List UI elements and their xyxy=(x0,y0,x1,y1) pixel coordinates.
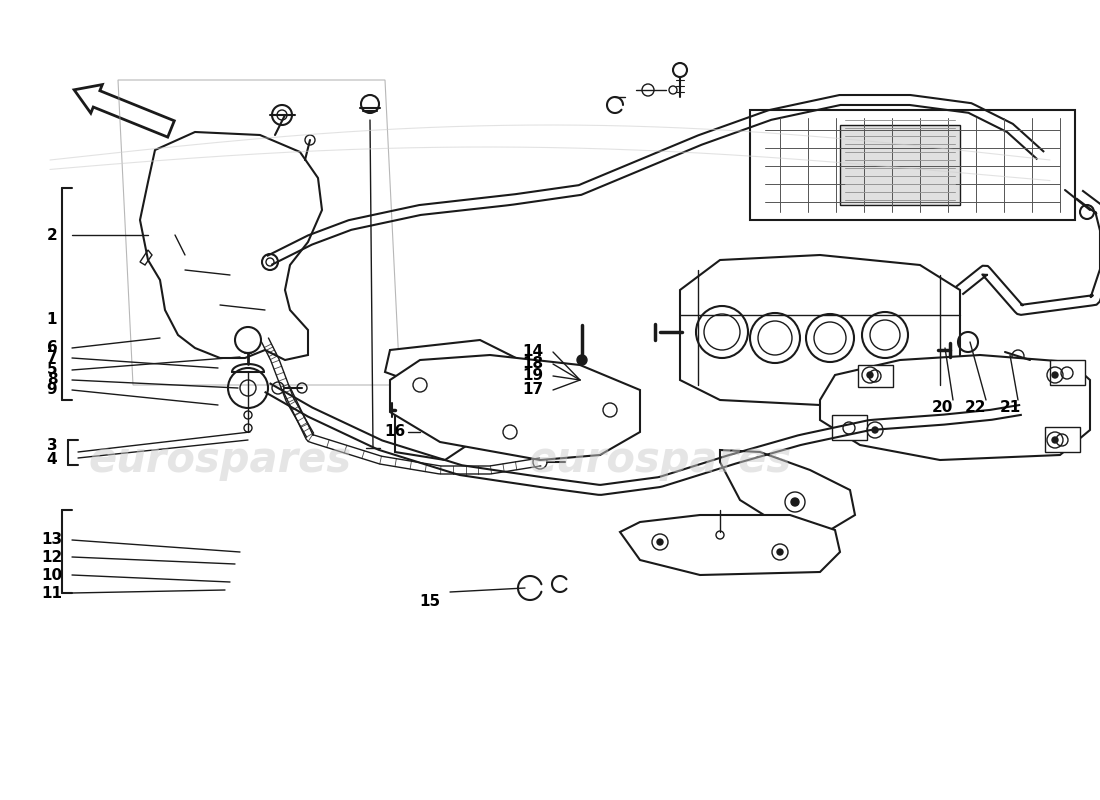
Polygon shape xyxy=(820,355,1090,460)
Polygon shape xyxy=(620,515,840,575)
Text: 18: 18 xyxy=(522,357,543,371)
Polygon shape xyxy=(390,355,640,460)
Text: 22: 22 xyxy=(966,399,987,414)
Circle shape xyxy=(872,427,878,433)
Text: 20: 20 xyxy=(932,399,953,414)
Polygon shape xyxy=(395,368,475,460)
Bar xyxy=(832,415,867,440)
Circle shape xyxy=(1052,372,1058,378)
Bar xyxy=(1045,427,1080,452)
Text: 12: 12 xyxy=(42,550,63,565)
Circle shape xyxy=(867,372,873,378)
Text: eurospares: eurospares xyxy=(528,439,792,481)
Text: 2: 2 xyxy=(46,227,57,242)
Bar xyxy=(750,110,1075,220)
Text: 15: 15 xyxy=(419,594,441,610)
Text: 6: 6 xyxy=(46,341,57,355)
Circle shape xyxy=(862,312,907,358)
Polygon shape xyxy=(140,132,322,360)
Text: 4: 4 xyxy=(46,453,57,467)
Text: 10: 10 xyxy=(42,567,63,582)
Bar xyxy=(840,125,960,205)
Bar xyxy=(858,365,893,387)
Bar xyxy=(1050,360,1085,385)
Text: 21: 21 xyxy=(1000,399,1021,414)
Text: 5: 5 xyxy=(46,362,57,378)
Circle shape xyxy=(1052,437,1058,443)
Circle shape xyxy=(657,539,663,545)
Circle shape xyxy=(578,355,587,365)
Polygon shape xyxy=(720,450,855,530)
Text: 19: 19 xyxy=(522,369,543,383)
Text: 8: 8 xyxy=(46,373,57,387)
Circle shape xyxy=(791,498,799,506)
Circle shape xyxy=(806,314,854,362)
Text: 17: 17 xyxy=(522,382,543,398)
Text: 11: 11 xyxy=(42,586,63,601)
Text: 16: 16 xyxy=(384,425,406,439)
Text: 3: 3 xyxy=(46,438,57,453)
Circle shape xyxy=(750,313,800,363)
Text: eurospares: eurospares xyxy=(88,439,352,481)
Text: 1: 1 xyxy=(46,313,57,327)
Text: 13: 13 xyxy=(42,533,63,547)
Circle shape xyxy=(696,306,748,358)
Circle shape xyxy=(777,549,783,555)
Polygon shape xyxy=(385,340,540,412)
Text: 9: 9 xyxy=(46,382,57,398)
Text: 7: 7 xyxy=(46,350,57,366)
Polygon shape xyxy=(680,255,960,405)
Text: 14: 14 xyxy=(522,345,543,359)
